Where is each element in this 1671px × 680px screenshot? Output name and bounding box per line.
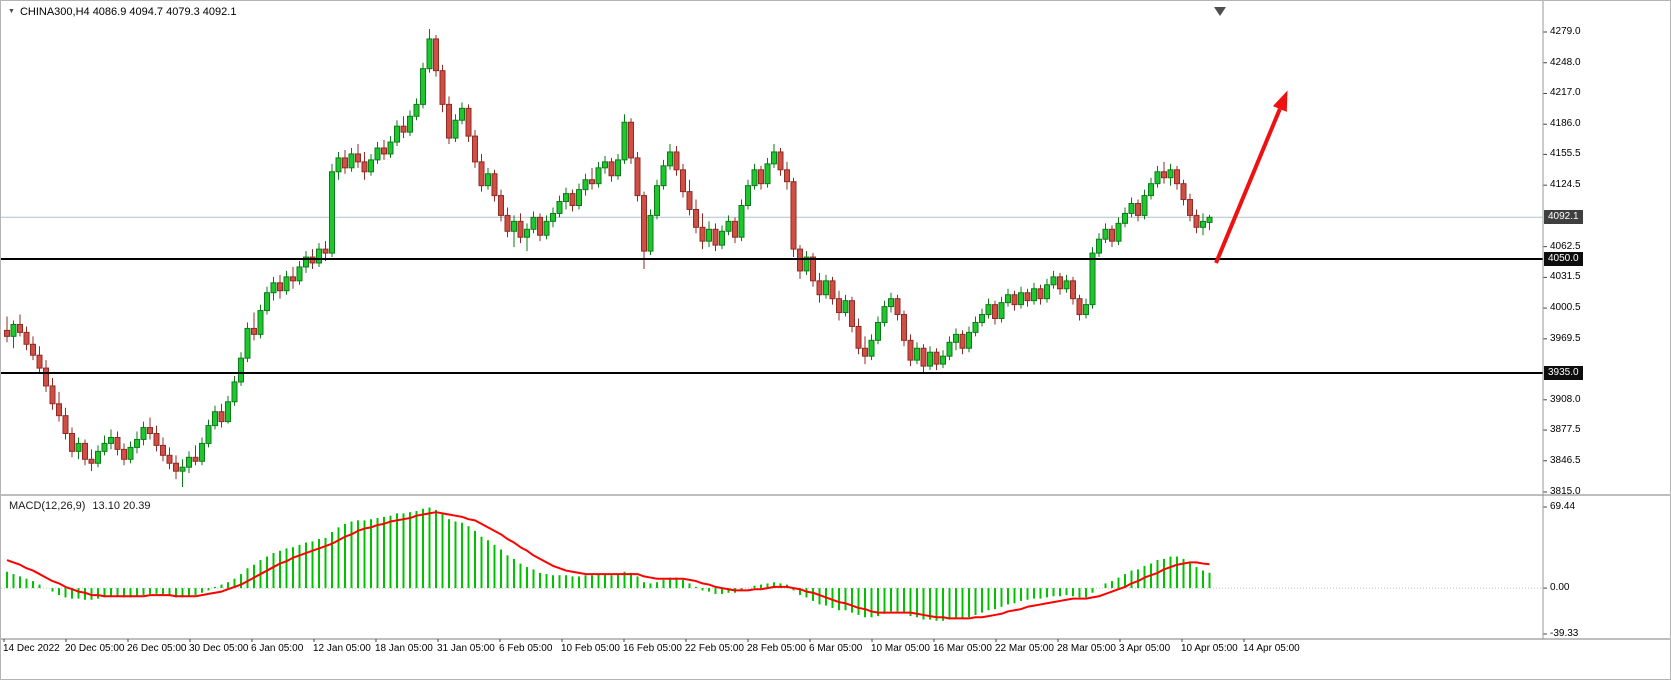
time-axis-label: 6 Mar 05:00 (809, 643, 863, 654)
price-axis-tick-label: 3969.5 (1550, 332, 1581, 344)
price-axis-tick-label: 4248.0 (1550, 56, 1581, 68)
time-axis-label: 18 Jan 05:00 (375, 643, 433, 654)
price-axis-tick-label: 4062.5 (1550, 240, 1581, 252)
hline-price-badge: 4050.0 (1544, 252, 1583, 267)
price-axis-tick-label: 4186.0 (1550, 118, 1581, 130)
time-axis-label: 14 Dec 2022 (3, 643, 60, 654)
macd-histogram (6, 507, 1211, 621)
macd-name: MACD(12,26,9) (9, 500, 86, 512)
price-axis-tick-label: 3908.0 (1550, 393, 1581, 405)
time-axis-label: 26 Dec 05:00 (127, 643, 187, 654)
current-price-badge: 4092.1 (1544, 210, 1583, 225)
time-axis-label: 22 Mar 05:00 (995, 643, 1054, 654)
hline-price-badge: 3935.0 (1544, 366, 1583, 381)
time-axis-label: 12 Jan 05:00 (313, 643, 371, 654)
symbol-info-toggle-icon[interactable]: ▼ (8, 8, 15, 15)
price-axis-tick-label: 3846.5 (1550, 454, 1581, 466)
macd-signal-line (6, 511, 1210, 620)
time-axis-label: 10 Apr 05:00 (1181, 643, 1238, 654)
time-axis-label: 22 Feb 05:00 (685, 643, 744, 654)
price-axis-tick-label: 4279.0 (1550, 26, 1581, 37)
candlesticks (4, 29, 1213, 488)
price-axis-tick-label: 3815.0 (1550, 486, 1581, 497)
time-axis-label: 28 Mar 05:00 (1057, 643, 1116, 654)
time-axis-label: 10 Feb 05:00 (561, 643, 620, 654)
trend-arrow[interactable] (1214, 90, 1288, 264)
chart-shift-marker-icon[interactable] (1214, 7, 1226, 16)
price-axis-tick-label: 4124.5 (1550, 179, 1581, 191)
time-axis-label: 3 Apr 05:00 (1119, 643, 1171, 654)
symbol-info: ▼ CHINA300,H4 4086.9 4094.7 4079.3 4092.… (8, 6, 236, 18)
time-axis-label: 6 Feb 05:00 (499, 643, 553, 654)
symbol-ohlc-text: CHINA300,H4 4086.9 4094.7 4079.3 4092.1 (19, 6, 237, 18)
price-axis-tick-label: 4000.5 (1550, 302, 1581, 314)
time-axis-label: 28 Feb 05:00 (747, 643, 806, 654)
time-axis-label: 6 Jan 05:00 (251, 643, 304, 654)
time-axis-label: 10 Mar 05:00 (871, 643, 930, 654)
macd-axis-tick-label: 0.00 (1550, 582, 1570, 594)
price-axis-tick-label: 4217.0 (1550, 87, 1581, 99)
macd-axis-tick-label: 69.44 (1550, 501, 1576, 512)
macd-indicator-label: MACD(12,26,9) 13.10 20.39 (9, 500, 158, 512)
price-axis-tick-label: 3877.5 (1550, 424, 1581, 436)
time-axis-label: 30 Dec 05:00 (189, 643, 249, 654)
macd-axis-tick-label: -39.33 (1550, 628, 1579, 639)
time-axis-label: 16 Feb 05:00 (623, 643, 682, 654)
time-axis-label: 31 Jan 05:00 (437, 643, 495, 654)
price-axis-tick-label: 4155.5 (1550, 148, 1581, 160)
price-axis-tick-label: 4031.5 (1550, 271, 1581, 283)
time-axis-label: 16 Mar 05:00 (933, 643, 992, 654)
time-axis-label: 14 Apr 05:00 (1243, 643, 1300, 654)
time-axis-label: 20 Dec 05:00 (65, 643, 125, 654)
macd-values: 13.10 20.39 (92, 500, 151, 512)
